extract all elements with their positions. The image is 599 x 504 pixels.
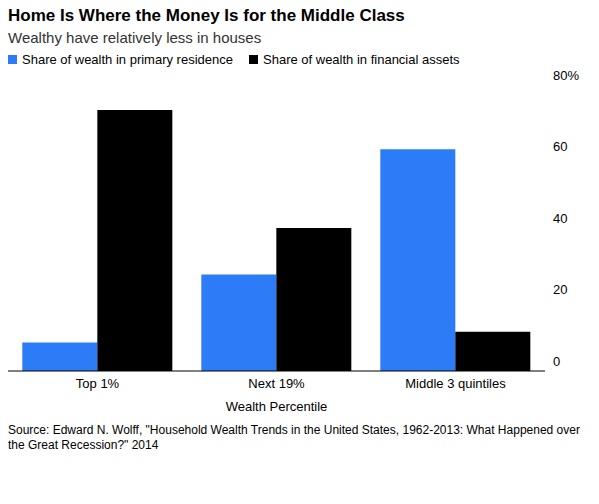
html-text:Home Is Where the Money Is for: Home Is Where the Money Is for the Middl…	[8, 6, 405, 25]
html-text:Share of wealth in primary res: Share of wealth in primary residence	[22, 52, 233, 67]
svg-text:60: 60	[553, 139, 567, 154]
svg-text:40: 40	[553, 211, 567, 226]
svg-text:20: 20	[553, 282, 567, 297]
svg-text:Wealth Percentile: Wealth Percentile	[226, 399, 328, 414]
svg-text:Top 1%: Top 1%	[76, 376, 120, 391]
svg-text:Middle 3 quintiles: Middle 3 quintiles	[405, 376, 506, 391]
html-text:Source: Edward N. Wolff, "Hous: Source: Edward N. Wolff, "Household Weal…	[8, 423, 580, 452]
svg-text:Next 19%: Next 19%	[248, 376, 305, 391]
svg-text:0: 0	[553, 354, 560, 369]
html-text:Wealthy have relatively less i: Wealthy have relatively less in houses	[8, 29, 262, 46]
svg-text:80%: 80%	[553, 68, 579, 83]
html-text:Share of wealth in financial a: Share of wealth in financial assets	[263, 52, 460, 67]
